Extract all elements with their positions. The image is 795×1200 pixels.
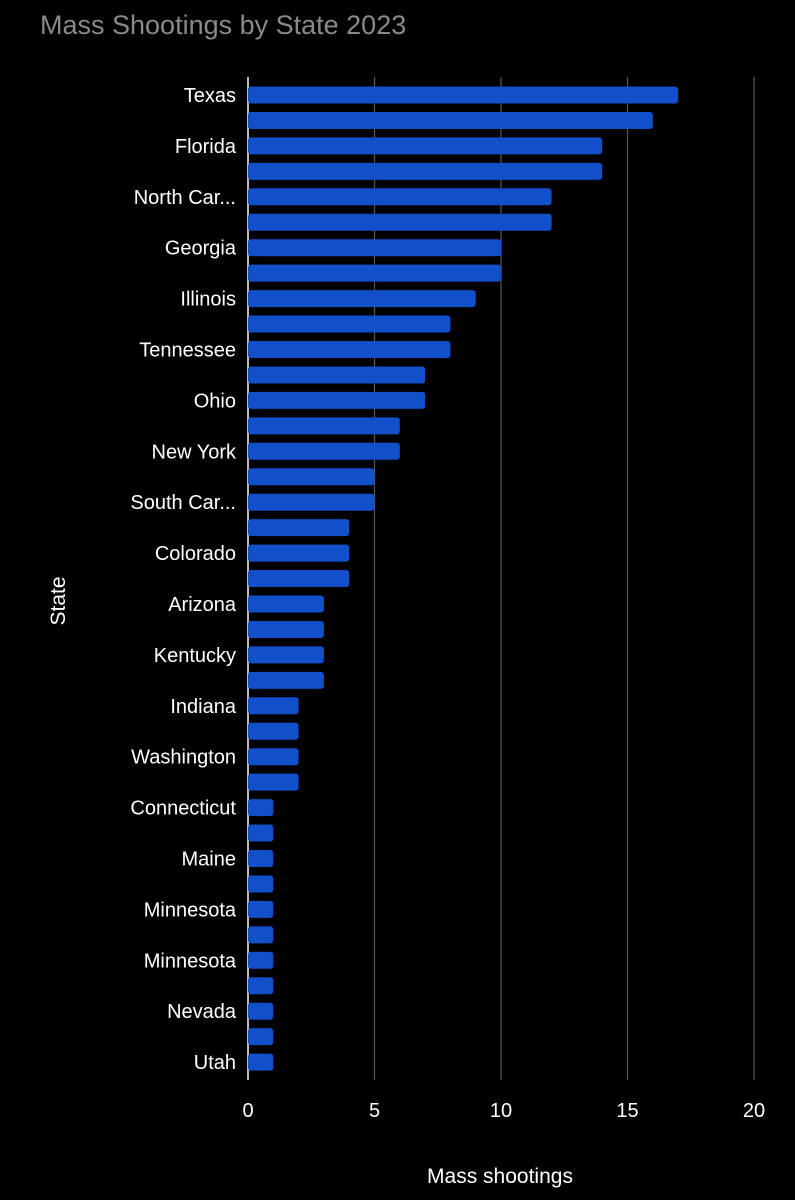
y-tick-label: South Car... [130,492,236,514]
bar [248,799,274,817]
y-tick-label: Minnesota [144,950,237,972]
bar [248,493,375,511]
x-axis-title: Mass shootings [427,1165,573,1188]
bar [248,162,603,180]
bar [248,213,552,231]
x-tick-label: 20 [743,1100,765,1122]
bar [248,290,476,308]
y-tick-label: Minnesota [144,899,237,921]
x-tick-label: 0 [242,1100,253,1122]
bar [248,773,299,791]
x-tick-label: 5 [369,1100,380,1122]
y-tick-label: Washington [131,747,236,769]
y-tick-label: Maine [182,849,236,871]
y-tick-label: Indiana [170,696,236,718]
bar [248,1053,274,1071]
bar [248,646,324,664]
bar [248,722,299,740]
bar [248,137,603,155]
bar [248,926,274,944]
bar [248,417,400,435]
bar [248,1002,274,1020]
bar [248,977,274,995]
x-tick-label: 15 [616,1100,638,1122]
bar [248,315,451,333]
bar [248,188,552,206]
y-tick-label: Tennessee [139,340,236,362]
bar [248,519,350,537]
bar [248,620,324,638]
y-tick-label: Utah [194,1052,236,1074]
bar [248,86,679,104]
bar [248,748,299,766]
bar [248,951,274,969]
y-tick-labels: Texas Florida North Car... Georgia Illinois T… [130,85,237,1074]
bar [248,442,400,460]
y-tick-label: Ohio [194,390,236,412]
bar [248,875,274,893]
y-tick-label: North Car... [134,187,236,209]
y-tick-label: New York [152,441,237,463]
y-tick-label: Arizona [168,594,237,616]
bar [248,264,501,282]
y-tick-label: Georgia [165,238,237,260]
y-tick-label: Kentucky [154,645,236,667]
bars [248,86,679,1071]
bar [248,850,274,867]
bar [248,366,426,384]
bar [248,824,274,842]
bar [248,1028,274,1046]
y-tick-label: Texas [184,85,236,107]
chart-title: Mass Shootings by State 2023 [40,10,407,40]
bar [248,468,375,486]
bar [248,900,274,918]
x-tick-label: 10 [490,1100,512,1122]
bar [248,544,350,562]
y-tick-label: Illinois [180,289,236,311]
bar [248,671,324,689]
y-tick-label: Florida [175,136,237,158]
x-tick-labels: 0 5 10 15 20 [242,1100,765,1122]
bar [248,341,451,358]
bar [248,111,653,129]
y-axis-title: State [47,576,70,625]
bar [248,239,501,257]
bar [248,570,350,588]
bar [248,391,426,409]
bar [248,595,324,613]
bar [248,697,299,715]
y-tick-label: Connecticut [130,798,236,820]
y-tick-label: Nevada [167,1001,237,1023]
y-tick-label: Colorado [155,543,236,565]
